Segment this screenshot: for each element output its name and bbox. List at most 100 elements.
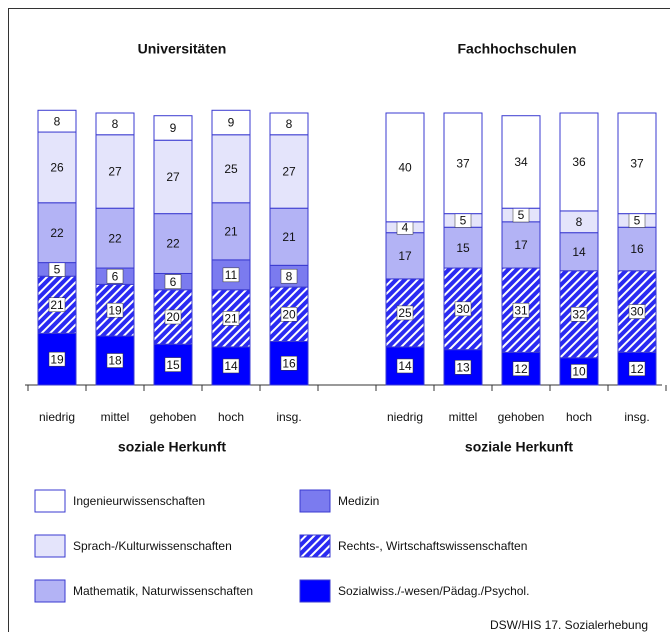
legend-label: Mathematik, Naturwissenschaften — [73, 584, 253, 598]
data-label: 8 — [576, 215, 583, 229]
data-label: 21 — [224, 224, 238, 238]
data-label: 12 — [630, 362, 644, 376]
label-box — [628, 304, 646, 319]
legend-swatch — [299, 579, 331, 603]
bar-segment — [211, 202, 251, 261]
label-box — [454, 301, 472, 317]
label-box — [106, 268, 124, 284]
label-box — [396, 305, 414, 321]
label-box — [280, 307, 298, 322]
bar-segment — [269, 112, 309, 136]
data-label: 30 — [630, 305, 644, 319]
label-box — [164, 309, 182, 325]
bar-segment — [385, 232, 425, 280]
data-label: 14 — [572, 245, 586, 259]
data-label: 17 — [398, 249, 412, 263]
x-tick-label: niedrig — [39, 410, 75, 424]
x-axis-label: soziale Herkunft — [118, 439, 226, 455]
label-box — [222, 358, 240, 374]
data-label: 15 — [456, 241, 470, 255]
x-tick-label: niedrig — [387, 410, 423, 424]
x-tick-label: gehoben — [498, 410, 545, 424]
legend-swatch — [34, 579, 66, 603]
bar-segment — [37, 109, 77, 133]
legend-label: Rechts-, Wirtschaftswissenschaften — [338, 539, 527, 553]
data-label: 31 — [514, 303, 528, 317]
data-label: 5 — [460, 214, 467, 228]
bar-segment — [443, 112, 483, 215]
label-box — [222, 311, 240, 326]
data-label: 4 — [402, 220, 409, 234]
bar-segment — [617, 112, 657, 215]
bar-segment — [211, 134, 251, 204]
legend-label: Ingenieurwissenschaften — [73, 494, 205, 508]
x-tick-label: mittel — [101, 410, 130, 424]
data-label: 13 — [456, 360, 470, 374]
data-label: 25 — [224, 162, 238, 176]
data-label: 34 — [514, 155, 528, 169]
data-label: 9 — [228, 116, 235, 130]
bar-segment — [95, 112, 135, 136]
bar-segment — [501, 115, 541, 209]
label-box — [396, 358, 414, 374]
x-tick-label: mittel — [449, 410, 478, 424]
chart-title: Universitäten — [138, 41, 227, 57]
x-tick-label: gehoben — [150, 410, 197, 424]
data-label: 20 — [282, 307, 296, 321]
legend-label: Medizin — [338, 494, 379, 508]
legend-swatch — [299, 489, 331, 513]
data-label: 5 — [54, 263, 61, 277]
data-label: 19 — [50, 352, 64, 366]
data-label: 8 — [112, 117, 119, 131]
data-label: 14 — [398, 359, 412, 373]
legend-label: Sozialwiss./-wesen/Pädag./Psychol. — [338, 584, 529, 598]
data-label: 17 — [514, 238, 528, 252]
label-box — [628, 361, 646, 376]
data-label: 40 — [398, 161, 412, 175]
label-box — [512, 302, 530, 318]
label-box — [48, 351, 66, 367]
data-label: 10 — [572, 365, 586, 379]
data-label: 8 — [54, 114, 61, 128]
data-label: 8 — [286, 269, 293, 283]
data-label: 22 — [166, 237, 180, 251]
bar-segment — [559, 232, 599, 272]
bar-segment — [37, 202, 77, 264]
label-box — [106, 353, 124, 368]
label-box — [48, 297, 66, 313]
label-box — [570, 307, 588, 322]
legend-label: Sprach-/Kulturwissenschaften — [73, 539, 232, 553]
bar-segment — [95, 207, 135, 269]
legend-swatch — [299, 534, 331, 558]
source-note: DSW/HIS 17. Sozialerhebung — [490, 618, 648, 632]
x-tick-label: insg. — [276, 410, 301, 424]
data-label: 18 — [108, 354, 122, 368]
bar-segment — [153, 139, 193, 215]
data-label: 30 — [456, 302, 470, 316]
bar-segment — [153, 115, 193, 141]
bar-segment — [269, 207, 309, 266]
data-label: 6 — [170, 275, 177, 289]
data-label: 21 — [50, 298, 64, 312]
data-label: 25 — [398, 306, 412, 320]
data-label: 27 — [108, 165, 122, 179]
bar-segment — [95, 283, 135, 337]
label-box — [280, 268, 298, 284]
data-label: 16 — [282, 356, 296, 370]
data-label: 11 — [225, 268, 238, 282]
data-label: 9 — [170, 121, 177, 135]
x-tick-label: hoch — [566, 410, 592, 424]
bar-segment — [153, 213, 193, 274]
data-label: 20 — [166, 310, 180, 324]
legend-swatch — [34, 534, 66, 558]
label-box — [106, 302, 124, 318]
data-label: 22 — [108, 231, 122, 245]
bar-segment — [95, 134, 135, 209]
data-label: 27 — [166, 170, 180, 184]
label-box — [164, 274, 182, 289]
data-label: 19 — [108, 303, 122, 317]
data-label: 5 — [634, 214, 641, 228]
x-tick-label: hoch — [218, 410, 244, 424]
data-label: 21 — [282, 230, 296, 244]
